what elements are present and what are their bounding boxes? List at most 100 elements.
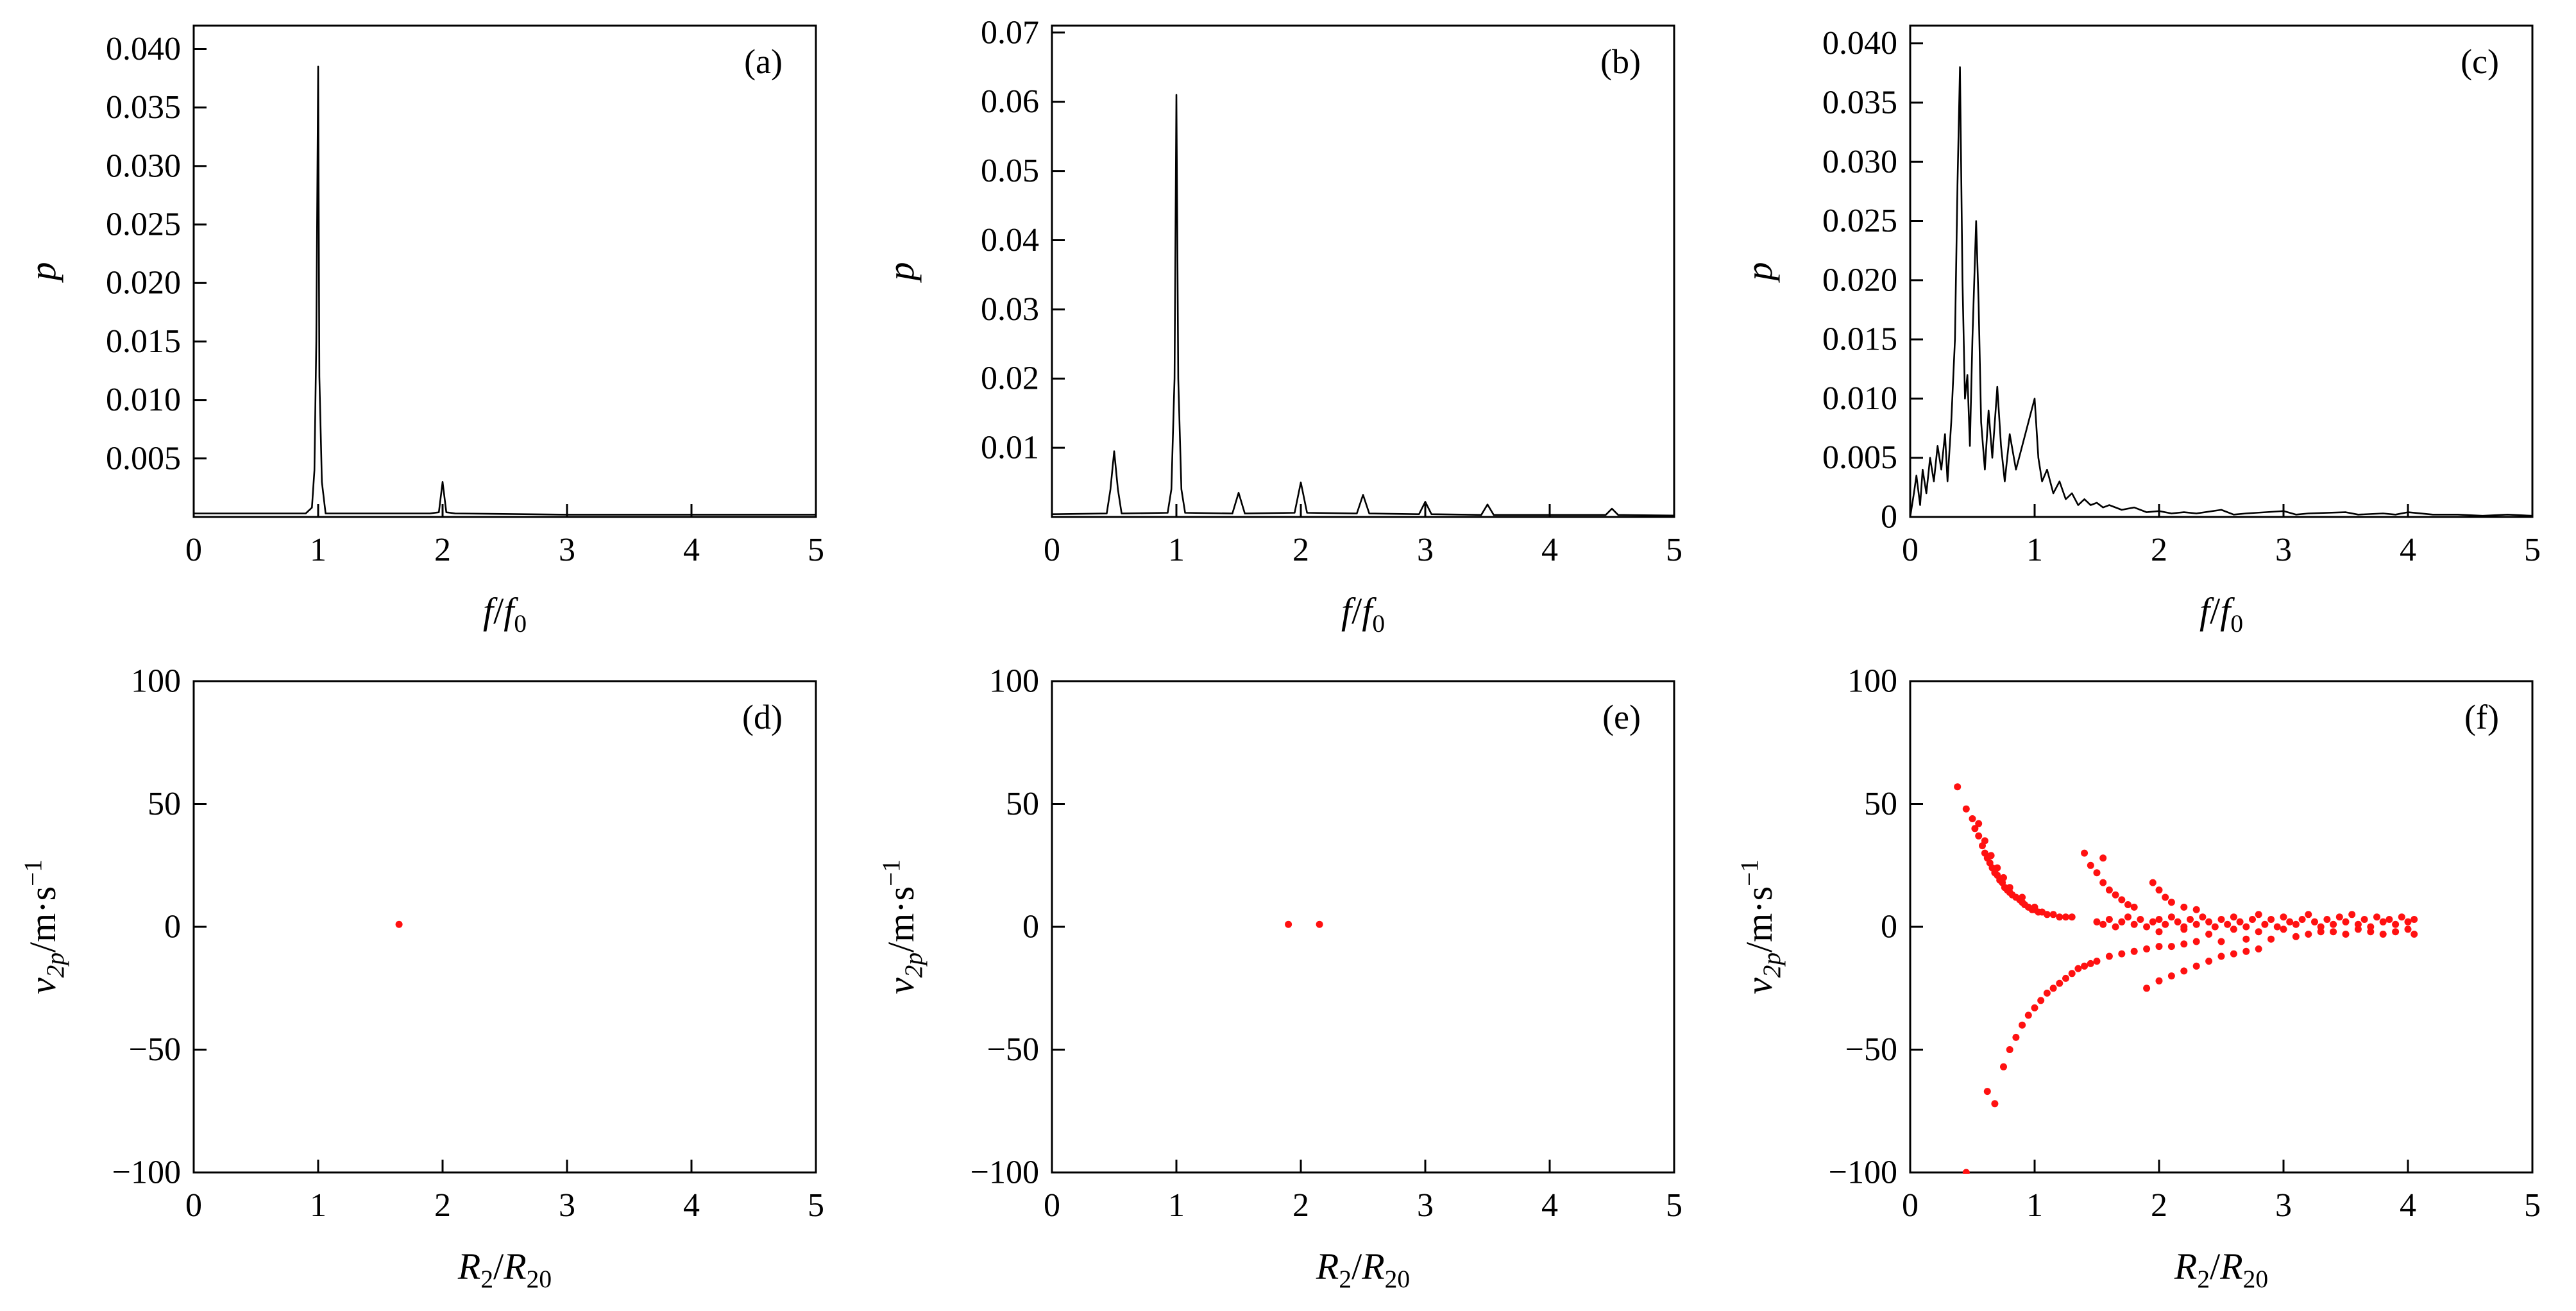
scatter-point [2105,916,2113,923]
scatter-point [1962,805,1970,813]
x-tick-label: 4 [683,532,700,568]
scatter-point [2298,916,2306,923]
scatter-point [2049,985,2057,992]
scatter-point [2292,920,2300,928]
plot-frame [192,680,817,1174]
scatter-point [2099,854,2107,862]
scatter-point [2105,886,2113,894]
panel-tag: (d) [742,698,783,736]
scatter-point [2354,920,2362,928]
x-tick-label: 1 [2026,532,2043,568]
x-tick-label: 3 [559,1187,575,1224]
y-axis-title: v2p/m·s−1 [877,859,928,994]
y-tick-label: 0.005 [1822,439,1897,476]
y-tick-label: 0.06 [981,83,1039,120]
x-axis-title: f/f0 [1341,590,1385,638]
panel-d-scatter: 0 1 2 3 4 5 −100 −50 0 50 100 R2/R20 v2p/m·s−1 (d) [0,656,858,1311]
scatter-point [1991,1100,1999,1108]
scatter-point [2317,928,2325,936]
scatter-point [2187,916,2194,923]
x-tick-label: 2 [1292,1187,1309,1224]
scatter-point [2292,933,2300,940]
scatter-point [2317,923,2325,931]
scatter-point [2205,931,2213,938]
scatter-point [1987,852,1995,859]
y-tick-label: 100 [1847,663,1897,700]
scatter-point [2330,928,2337,936]
scatter-point [2398,913,2405,921]
scatter-point [2000,1063,2007,1070]
scatter-point [2031,1004,2038,1011]
series-group [1910,66,2532,518]
x-tick-label: 0 [1044,1187,1060,1224]
y-tick-label: −100 [970,1155,1039,1191]
series-group [194,65,816,516]
scatter-point [2112,891,2119,899]
scatter-point [2024,1011,2032,1019]
x-tick-label: 4 [1541,532,1558,568]
scatter-point [2180,926,2188,933]
x-tick-label: 5 [2524,532,2541,568]
scatter-point [2205,958,2213,965]
scatter-point [2379,918,2387,926]
x-tick-label: 0 [185,1187,202,1224]
panel-f-scatter: 0 1 2 3 4 5 −100 −50 0 50 100 R2/R20 v2p/m·s−1 (f) [1716,656,2575,1311]
scatter-point [2155,928,2163,936]
scatter-point [2012,1033,2020,1041]
scatter-point [2162,920,2169,928]
y-axis-title: p [1738,262,1780,283]
scatter-point [1954,783,1962,791]
scatter-point [2311,918,2318,926]
scatter-point [2217,952,2225,960]
y-tick-label: 50 [1006,786,1039,822]
panel-c-spectrum: 0 1 2 3 4 5 0 0.005 0.010 0.015 0.020 0.025 0.030 0.0… [1716,0,2575,656]
panel-tag: (e) [1602,698,1641,736]
scatter-point [2068,970,2076,977]
x-axis-title: R2/R20 [2174,1246,2268,1293]
y-tick-label: 0 [1881,909,1897,945]
y-tick-label: 0.07 [981,14,1039,51]
scatter-point [1994,864,2001,872]
x-tick-label: 4 [683,1187,700,1224]
x-tick-label: 5 [808,1187,824,1224]
x-tick-label: 4 [2400,532,2416,568]
scatter-point [2224,920,2232,928]
scatter-point [2242,923,2250,931]
scatter-point [2081,962,2089,970]
scatter-point [2019,893,2026,901]
x-axis-title: R2/R20 [457,1246,552,1293]
scatter-point [2255,911,2262,918]
scatter-point [2180,967,2188,975]
scatter-point [2342,918,2350,926]
plot-frame [1051,680,1675,1174]
x-axis-title: R2/R20 [1316,1246,1410,1293]
y-tick-label: 0.030 [1822,144,1897,180]
y-axis-title: p [22,262,64,283]
scatter-point [2019,1021,2026,1029]
scatter-point [2192,962,2200,970]
scatter-point [2167,943,2175,951]
scatter-point [2323,916,2331,923]
scatter-point [2118,950,2126,958]
series-group [1954,783,2418,1174]
chart-canvas: 0 1 2 3 4 5 0.005 0.010 0.015 0.020 0.025 0.030 0.03… [22,24,824,638]
scatter-point [2149,879,2157,886]
scatter-point [2411,931,2418,938]
scatter-point [2062,913,2069,921]
y-tick-label: 0.01 [981,430,1039,466]
scatter-point [2230,926,2237,933]
y-tick-label: 0.015 [106,323,181,360]
x-tick-label: 1 [1168,1187,1185,1224]
y-tick-label: 0 [1881,499,1897,536]
scatter-point [2143,985,2151,992]
scatter-point [2192,920,2200,928]
y-tick-label: 0 [164,909,181,945]
y-tick-label: 0.015 [1822,321,1897,358]
scatter-point [2099,879,2107,886]
y-tick-label: 0.04 [981,222,1039,258]
y-tick-label: −50 [129,1031,181,1068]
x-tick-label: 4 [1541,1187,1558,1224]
scatter-point [2093,958,2101,965]
x-tick-label: 5 [2524,1187,2541,1224]
x-tick-label: 2 [434,532,451,568]
